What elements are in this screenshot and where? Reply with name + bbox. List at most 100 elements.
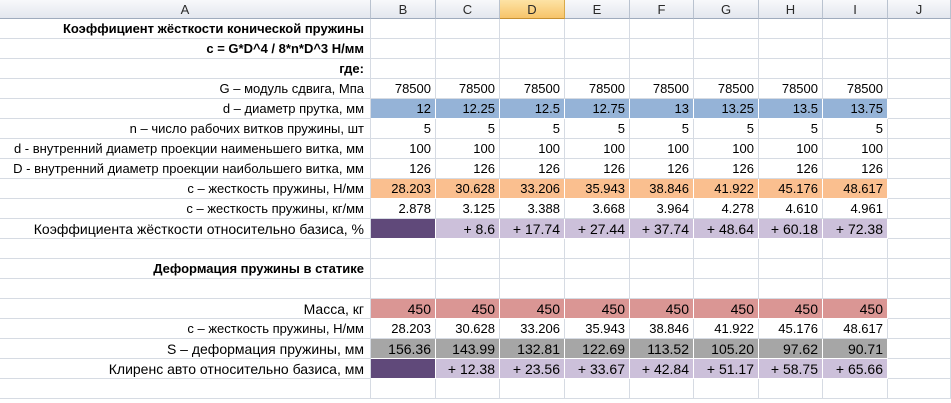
- column-header-j[interactable]: J: [888, 0, 951, 19]
- empty-cell[interactable]: [888, 219, 951, 239]
- column-header-g[interactable]: G: [694, 0, 759, 19]
- data-cell[interactable]: 126: [436, 159, 500, 179]
- column-header-b[interactable]: B: [371, 0, 436, 19]
- empty-cell[interactable]: [888, 59, 951, 79]
- data-cell[interactable]: [436, 19, 500, 39]
- data-cell[interactable]: 100: [565, 139, 630, 159]
- data-cell[interactable]: [565, 39, 630, 59]
- empty-cell[interactable]: [888, 179, 951, 199]
- data-cell[interactable]: + 42.84: [630, 359, 694, 379]
- data-cell[interactable]: 30.628: [436, 179, 500, 199]
- data-cell[interactable]: [694, 239, 759, 259]
- row-label[interactable]: где:: [0, 59, 371, 79]
- data-cell[interactable]: 5: [630, 119, 694, 139]
- data-cell[interactable]: 450: [500, 299, 565, 319]
- data-cell[interactable]: [694, 259, 759, 279]
- data-cell[interactable]: [500, 39, 565, 59]
- empty-cell[interactable]: [888, 359, 951, 379]
- data-cell[interactable]: 5: [436, 119, 500, 139]
- row-label[interactable]: c = G*D^4 / 8*n*D^3 Н/мм: [0, 39, 371, 59]
- data-cell[interactable]: + 27.44: [565, 219, 630, 239]
- row-label[interactable]: Коэффициента жёсткости относительно бази…: [0, 219, 371, 239]
- row-label[interactable]: [0, 279, 371, 299]
- data-cell[interactable]: 38.846: [630, 319, 694, 339]
- data-cell[interactable]: [565, 19, 630, 39]
- data-cell[interactable]: [436, 279, 500, 299]
- column-header-e[interactable]: E: [565, 0, 630, 19]
- data-cell[interactable]: [500, 259, 565, 279]
- data-cell[interactable]: [371, 19, 436, 39]
- empty-cell[interactable]: [888, 159, 951, 179]
- column-header-d[interactable]: D: [500, 0, 565, 19]
- data-cell[interactable]: 78500: [759, 79, 823, 99]
- row-label[interactable]: [0, 239, 371, 259]
- empty-cell[interactable]: [888, 279, 951, 299]
- data-cell[interactable]: 126: [565, 159, 630, 179]
- data-cell[interactable]: [823, 59, 888, 79]
- row-label[interactable]: d – диаметр прутка, мм: [0, 99, 371, 119]
- data-cell[interactable]: 12.5: [500, 99, 565, 119]
- data-cell[interactable]: 28.203: [371, 179, 436, 199]
- data-cell[interactable]: 12.75: [565, 99, 630, 119]
- data-cell[interactable]: 450: [371, 299, 436, 319]
- row-label[interactable]: G – модуль сдвига, Мпа: [0, 79, 371, 99]
- data-cell[interactable]: 90.71: [823, 339, 888, 359]
- data-cell[interactable]: 48.617: [823, 319, 888, 339]
- data-cell[interactable]: 5: [500, 119, 565, 139]
- empty-cell[interactable]: [888, 199, 951, 219]
- data-cell[interactable]: 13: [630, 99, 694, 119]
- data-cell[interactable]: 100: [436, 139, 500, 159]
- row-label[interactable]: c – жесткость пружины, Н/мм: [0, 179, 371, 199]
- data-cell[interactable]: 105.20: [694, 339, 759, 359]
- data-cell[interactable]: [694, 39, 759, 59]
- data-cell[interactable]: [371, 379, 436, 399]
- data-cell[interactable]: [371, 239, 436, 259]
- row-label[interactable]: Масса, кг: [0, 299, 371, 319]
- row-label[interactable]: S – деформация пружины, мм: [0, 339, 371, 359]
- row-label[interactable]: Деформация пружины в статике: [0, 259, 371, 279]
- data-cell[interactable]: 13.25: [694, 99, 759, 119]
- data-cell[interactable]: 97.62: [759, 339, 823, 359]
- empty-cell[interactable]: [888, 319, 951, 339]
- data-cell[interactable]: [500, 379, 565, 399]
- data-cell[interactable]: [759, 59, 823, 79]
- data-cell[interactable]: [759, 259, 823, 279]
- data-cell[interactable]: 100: [759, 139, 823, 159]
- empty-cell[interactable]: [888, 339, 951, 359]
- data-cell[interactable]: [694, 379, 759, 399]
- data-cell[interactable]: 28.203: [371, 319, 436, 339]
- data-cell[interactable]: 3.125: [436, 199, 500, 219]
- data-cell[interactable]: [823, 279, 888, 299]
- data-cell[interactable]: 126: [823, 159, 888, 179]
- data-cell[interactable]: [436, 239, 500, 259]
- data-cell[interactable]: [565, 59, 630, 79]
- empty-cell[interactable]: [888, 259, 951, 279]
- data-cell[interactable]: 450: [694, 299, 759, 319]
- data-cell[interactable]: [823, 239, 888, 259]
- data-cell[interactable]: 450: [759, 299, 823, 319]
- data-cell[interactable]: [694, 59, 759, 79]
- data-cell[interactable]: 156.36: [371, 339, 436, 359]
- row-label[interactable]: D - внутренний диаметр проекции наибольш…: [0, 159, 371, 179]
- data-cell[interactable]: 12: [371, 99, 436, 119]
- data-cell[interactable]: [371, 259, 436, 279]
- row-label[interactable]: c – жесткость пружины, кг/мм: [0, 199, 371, 219]
- data-cell[interactable]: 4.610: [759, 199, 823, 219]
- empty-cell[interactable]: [888, 79, 951, 99]
- data-cell[interactable]: 3.388: [500, 199, 565, 219]
- column-header-c[interactable]: C: [436, 0, 500, 19]
- data-cell[interactable]: 122.69: [565, 339, 630, 359]
- data-cell[interactable]: [823, 19, 888, 39]
- data-cell[interactable]: [371, 59, 436, 79]
- data-cell[interactable]: 78500: [565, 79, 630, 99]
- data-cell[interactable]: 12.25: [436, 99, 500, 119]
- data-cell[interactable]: 13.5: [759, 99, 823, 119]
- data-cell[interactable]: [565, 259, 630, 279]
- data-cell[interactable]: 100: [371, 139, 436, 159]
- column-header-i[interactable]: I: [823, 0, 888, 19]
- data-cell[interactable]: [436, 59, 500, 79]
- row-label[interactable]: c – жесткость пружины, Н/мм: [0, 319, 371, 339]
- data-cell[interactable]: 100: [630, 139, 694, 159]
- data-cell[interactable]: 5: [694, 119, 759, 139]
- data-cell[interactable]: + 65.66: [823, 359, 888, 379]
